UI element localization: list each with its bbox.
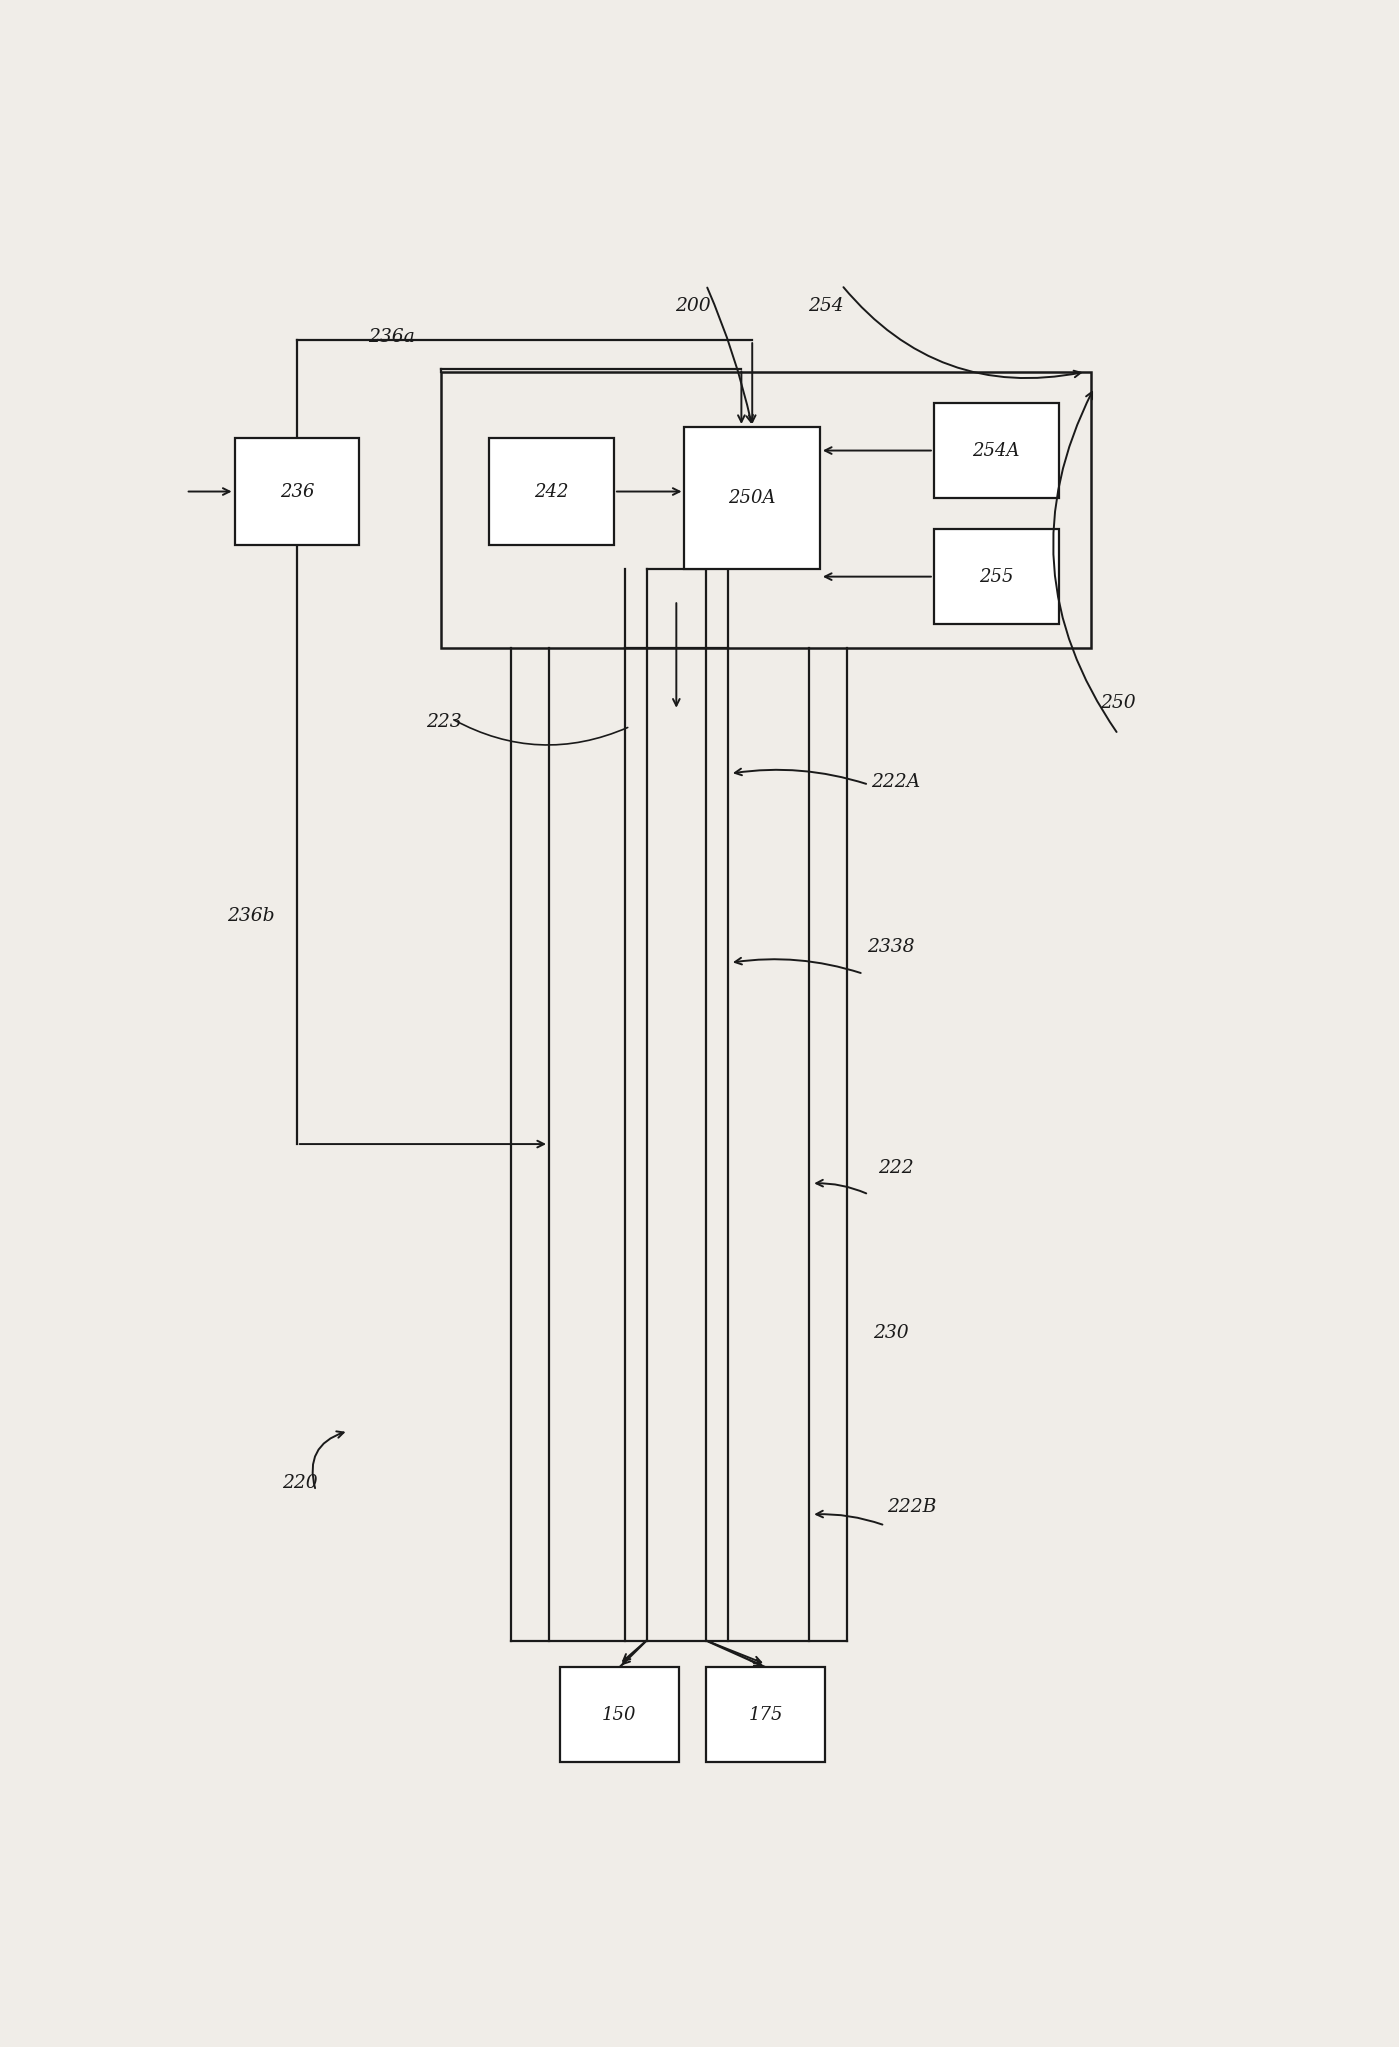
Text: 223: 223 <box>425 712 462 731</box>
Bar <box>684 428 820 569</box>
Text: 254: 254 <box>807 297 844 315</box>
Text: 200: 200 <box>676 297 711 315</box>
Bar <box>706 1668 825 1762</box>
Bar <box>490 438 614 545</box>
Text: 2338: 2338 <box>867 938 914 956</box>
Text: 255: 255 <box>979 567 1013 585</box>
Text: 222A: 222A <box>872 772 921 790</box>
Text: 230: 230 <box>873 1324 908 1343</box>
Bar <box>935 403 1059 497</box>
Text: 250A: 250A <box>729 489 776 508</box>
Text: 236b: 236b <box>227 907 274 925</box>
Text: 254A: 254A <box>972 442 1020 459</box>
Text: 222: 222 <box>879 1159 914 1177</box>
Text: 236: 236 <box>280 483 315 502</box>
Bar <box>235 438 360 545</box>
Bar <box>560 1668 679 1762</box>
Text: 222B: 222B <box>887 1498 937 1515</box>
Text: 220: 220 <box>281 1474 318 1492</box>
Bar <box>935 530 1059 624</box>
Text: 150: 150 <box>602 1705 637 1724</box>
Text: 175: 175 <box>748 1705 783 1724</box>
Bar <box>441 373 1091 647</box>
Text: 242: 242 <box>534 483 569 502</box>
Text: 250: 250 <box>1101 694 1136 712</box>
Text: 236a: 236a <box>368 328 416 346</box>
